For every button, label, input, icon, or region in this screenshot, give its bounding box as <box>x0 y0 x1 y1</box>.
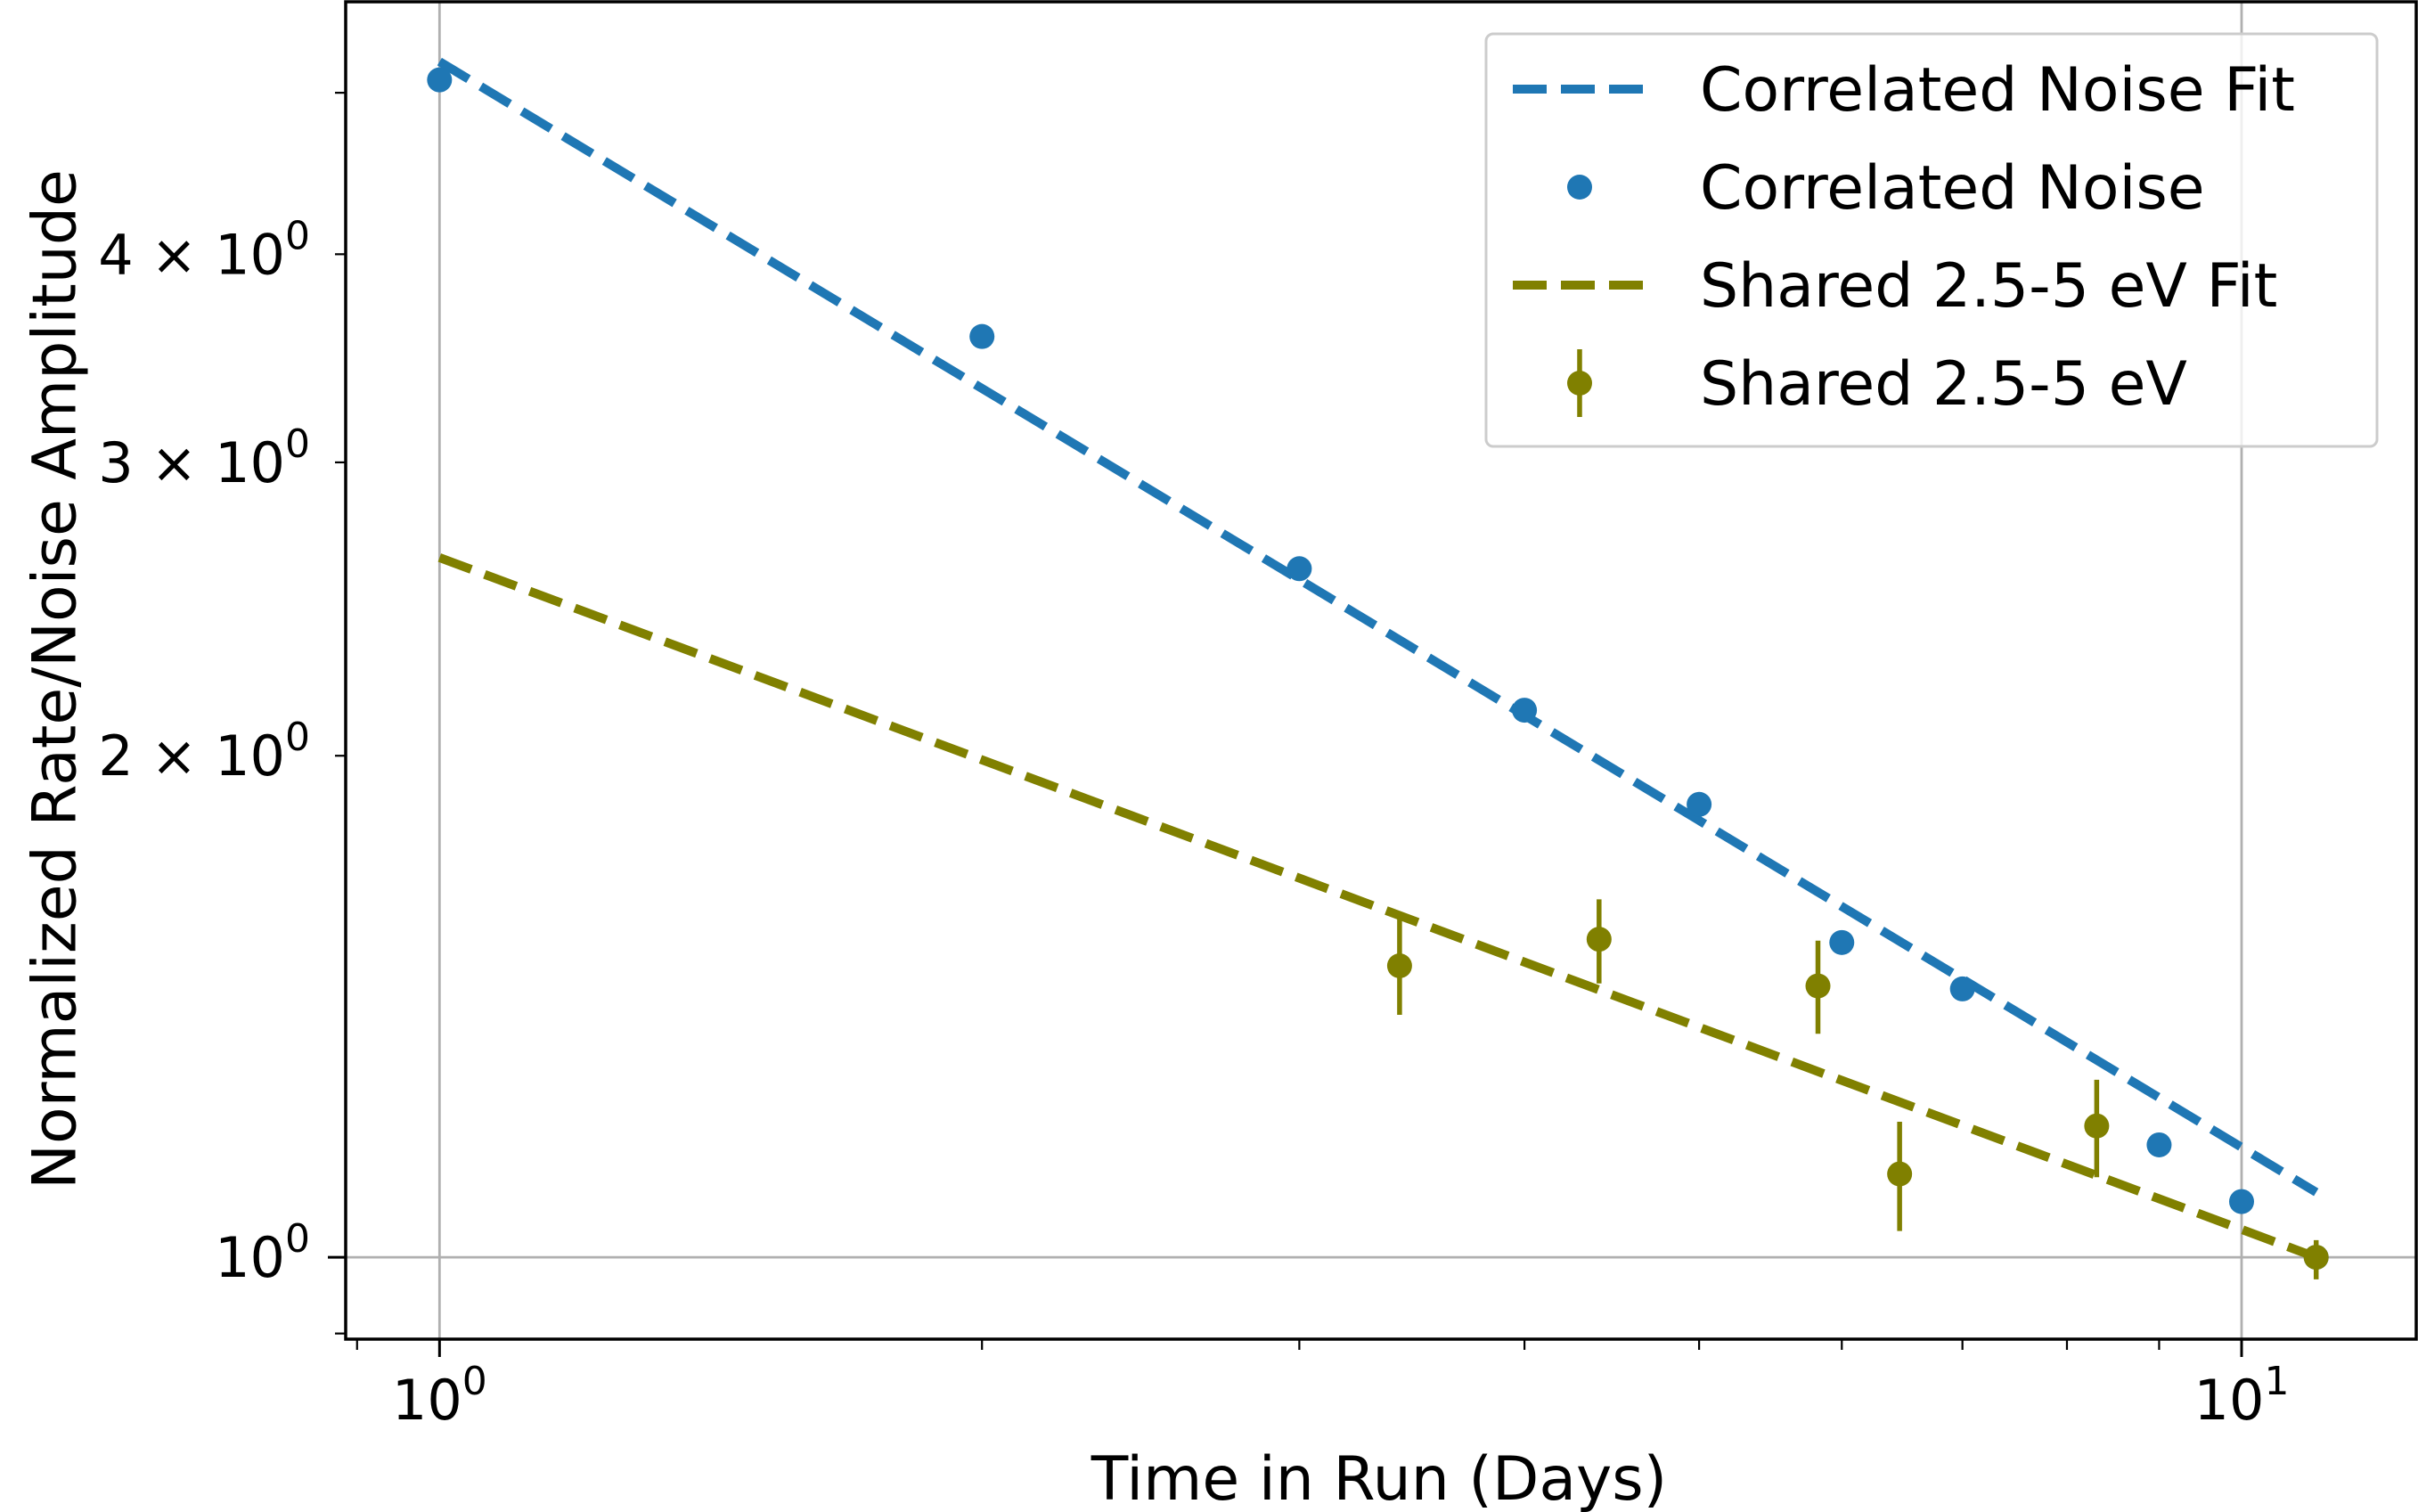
y-tick-label: 2 × 100 <box>98 715 310 789</box>
data-point <box>2228 1189 2254 1214</box>
data-point <box>1949 976 1975 1001</box>
series-correlated-noise-fit <box>437 57 2319 1197</box>
data-point <box>2146 1132 2172 1157</box>
x-tick-label: 101 <box>2194 1359 2290 1433</box>
legend-marker-swatch <box>1567 175 1592 200</box>
data-point <box>1887 1161 1913 1187</box>
series-shared-2-5-5-ev <box>1386 899 2329 1279</box>
x-tick-label: 100 <box>392 1359 487 1433</box>
x-axis-ticks: 100 101 <box>355 1339 2290 1433</box>
x-axis-label: Time in Run (Days) <box>1091 1444 1667 1512</box>
data-point <box>2084 1113 2110 1139</box>
y-axis-label: Normalized Rate/Noise Amplitude <box>20 169 91 1189</box>
legend-item: Shared 2.5-5 eV <box>1567 349 2187 420</box>
legend-item: Correlated Noise Fit <box>1513 55 2295 126</box>
data-point <box>1829 929 1855 955</box>
data-point <box>1287 556 1312 582</box>
y-tick-label: 4 × 100 <box>98 213 310 287</box>
legend-marker-swatch <box>1567 371 1592 396</box>
legend-item: Shared 2.5-5 eV Fit <box>1513 251 2277 322</box>
data-point <box>1512 698 1538 723</box>
axes-frame <box>344 0 2418 1341</box>
legend-item: Correlated Noise <box>1567 153 2205 224</box>
legend: Correlated Noise Fit Correlated Noise Shar… <box>1484 32 2379 448</box>
data-point <box>969 323 995 349</box>
y-tick-label: 100 <box>215 1216 310 1290</box>
data-point <box>1805 973 1831 999</box>
data-point <box>1687 791 1712 817</box>
data-point <box>1586 927 1612 952</box>
legend-label: Shared 2.5-5 eV <box>1700 349 2187 420</box>
fit-line <box>437 57 2319 1197</box>
fit-line <box>437 553 2318 1262</box>
data-point <box>2303 1245 2329 1271</box>
data-point <box>1386 953 1412 979</box>
legend-box <box>1484 32 2379 448</box>
series-layer <box>427 57 2329 1279</box>
series-shared-2-5-5-ev-fit <box>437 553 2318 1262</box>
y-tick-label: 3 × 100 <box>98 421 310 495</box>
data-point <box>427 67 453 93</box>
plot-area <box>427 57 2329 1279</box>
y-axis-ticks: 100 2 × 100 3 × 100 4 × 100 <box>98 92 346 1335</box>
legend-label: Correlated Noise <box>1700 153 2205 224</box>
legend-label: Shared 2.5-5 eV Fit <box>1700 251 2277 322</box>
legend-label: Correlated Noise Fit <box>1700 55 2295 126</box>
